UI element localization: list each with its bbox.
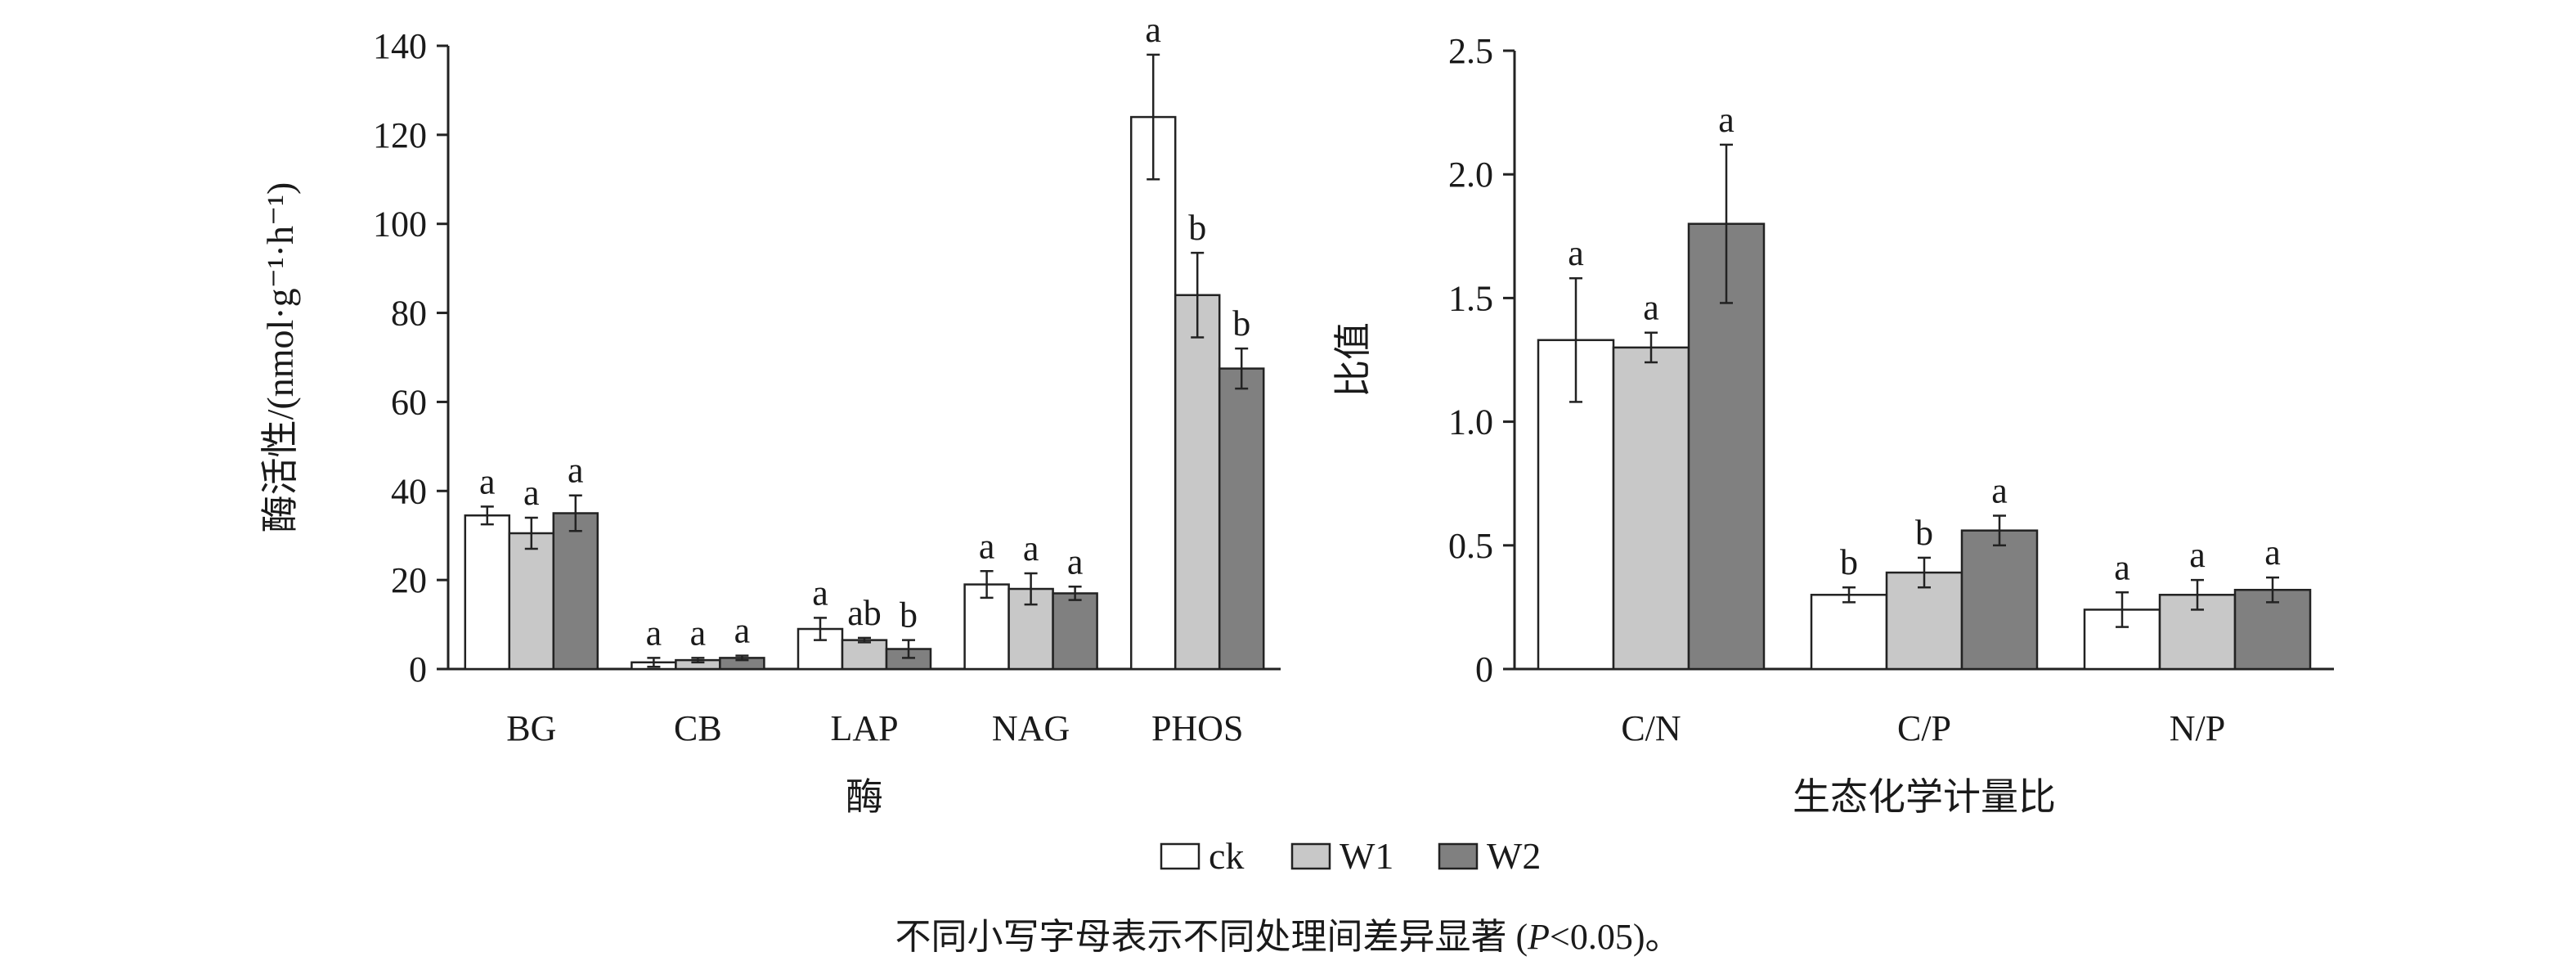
bar-W2 — [1218, 367, 1265, 671]
y-tick-label: 0.5 — [1448, 526, 1493, 566]
y-tick-label: 100 — [373, 204, 427, 245]
significance-label: a — [479, 461, 496, 501]
bar-W2 — [1052, 592, 1098, 671]
x-tick-label: NAG — [992, 708, 1070, 748]
legend-swatch-W1 — [1290, 842, 1331, 870]
significance-label: a — [1023, 528, 1039, 568]
significance-label: a — [1568, 233, 1584, 273]
bar-W2 — [1960, 529, 2039, 671]
y-tick-label: 2.5 — [1448, 31, 1493, 71]
bar-W1 — [2158, 594, 2237, 671]
bar-W1 — [508, 532, 555, 671]
significance-label: a — [812, 573, 828, 613]
x-tick-label: PHOS — [1151, 708, 1244, 748]
y-tick-label: 1.5 — [1448, 278, 1493, 318]
y-tick-label: 40 — [391, 471, 427, 511]
y-tick-label: 80 — [391, 294, 427, 334]
significance-label: a — [1991, 471, 2008, 511]
caption-main: 不同小写字母表示不同处理间差异显著 ( — [895, 917, 1528, 957]
significance-label: a — [2264, 532, 2281, 573]
y-tick-label: 2.0 — [1448, 155, 1493, 195]
legend-label-W2: W2 — [1487, 835, 1541, 877]
y-tick-label: 60 — [391, 382, 427, 422]
y-tick-label: 120 — [373, 115, 427, 155]
significance-label: b — [1232, 303, 1250, 344]
significance-label: a — [1067, 541, 1084, 582]
significance-label: a — [2114, 547, 2130, 587]
x-tick-label: C/P — [1897, 708, 1951, 748]
legend-label-ck: ck — [1209, 835, 1244, 877]
bar-W1 — [841, 639, 888, 671]
figure-caption: 不同小写字母表示不同处理间差异显著 (P<0.05)。 — [895, 917, 1681, 957]
significance-label: a — [979, 526, 995, 566]
significance-label: b — [1915, 513, 1933, 553]
y-axis-title: 酶活性/(nmol·g⁻¹·h⁻¹) — [259, 182, 301, 533]
bar-ck — [963, 583, 1010, 671]
legend: ck W1 W2 — [1160, 835, 1541, 877]
bar-ck — [1810, 594, 1888, 671]
stoichiometry-ratio-chart: 0 0.5 1.0 1.5 2.0 2.5 a a a C/N b b a C/P a a a N/P 生态化学计量… — [1332, 31, 2334, 818]
y-tick-label: 0 — [409, 649, 427, 689]
significance-label: a — [1145, 10, 1161, 50]
legend-swatch-W2 — [1438, 842, 1479, 870]
significance-label: a — [523, 473, 540, 513]
bar-ck — [1129, 115, 1177, 671]
bar-W2 — [552, 512, 599, 671]
significance-label: b — [1840, 542, 1858, 582]
y-tick-label: 1.0 — [1448, 402, 1493, 442]
significance-label: a — [646, 613, 662, 653]
x-tick-label: N/P — [2170, 708, 2225, 748]
y-tick-label: 140 — [373, 26, 427, 66]
y-axis-title: 比值 — [1332, 322, 1374, 397]
x-tick-label: C/N — [1621, 708, 1681, 748]
x-tick-label: LAP — [830, 708, 898, 748]
bar-ck — [464, 514, 511, 671]
significance-label: a — [2189, 535, 2206, 575]
significance-label: a — [1718, 100, 1735, 140]
x-axis-title: 酶 — [846, 776, 883, 818]
legend-label-W1: W1 — [1340, 835, 1393, 877]
significance-label: b — [1188, 208, 1206, 248]
x-tick-label: BG — [506, 708, 556, 748]
significance-label: ab — [847, 593, 882, 633]
significance-label: b — [900, 595, 918, 635]
caption-p: P — [1527, 917, 1550, 957]
bar-W1 — [1612, 346, 1690, 671]
caption-rest: <0.05)。 — [1550, 917, 1681, 957]
x-tick-label: CB — [674, 708, 722, 748]
significance-label: a — [568, 451, 584, 491]
legend-swatch-ck — [1160, 842, 1200, 870]
significance-label: a — [690, 613, 707, 653]
x-axis-title: 生态化学计量比 — [1793, 776, 2056, 818]
significance-label: a — [734, 611, 751, 651]
y-tick-label: 0 — [1475, 649, 1493, 689]
bar-W1 — [1174, 294, 1221, 671]
significance-label: a — [1643, 288, 1659, 328]
y-tick-label: 20 — [391, 560, 427, 600]
